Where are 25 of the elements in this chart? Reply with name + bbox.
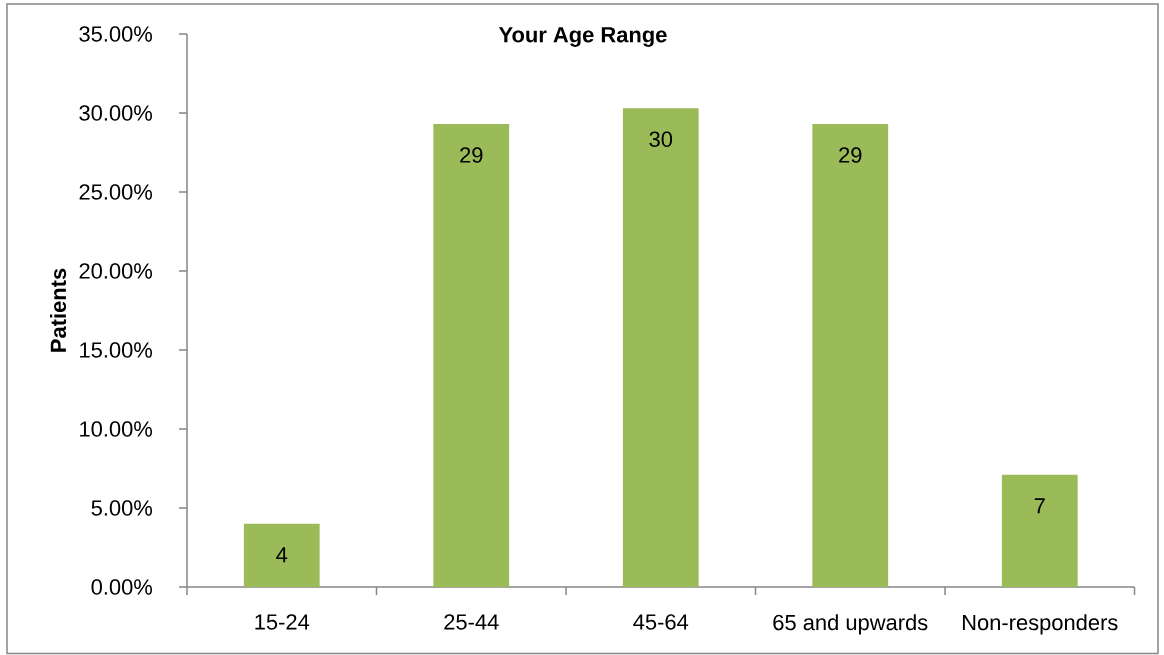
y-tick-label: 35.00% [79,26,153,42]
y-tick-label: 0.00% [91,579,153,595]
x-tick-label: 15-24 [255,614,310,630]
x-tick-label: 25-44 [444,614,499,630]
x-tick-label: 45-64 [633,614,689,630]
data-label: 7 [1034,498,1045,514]
bar [622,108,699,587]
y-tick-label: 15.00% [80,342,153,358]
bar [243,523,320,587]
bar [812,124,889,587]
bar [433,124,510,587]
data-label: 29 [460,147,483,163]
data-label: 29 [839,147,862,163]
y-tick-label: 10.00% [80,421,153,437]
y-tick-label: 30.00% [79,105,153,121]
y-tick-label: 20.00% [79,263,153,279]
y-tick-label: 25.00% [79,184,153,200]
chart-title: Your Age Range [498,27,667,47]
data-label: 30 [649,131,673,148]
bar [1001,474,1078,587]
y-tick-label: 5.00% [91,500,153,516]
x-tick-label: 65 and upwards [773,614,928,635]
data-label: 4 [276,547,288,563]
y-axis-title: Patients [50,268,67,352]
x-tick-label: Non-responders [962,614,1118,635]
